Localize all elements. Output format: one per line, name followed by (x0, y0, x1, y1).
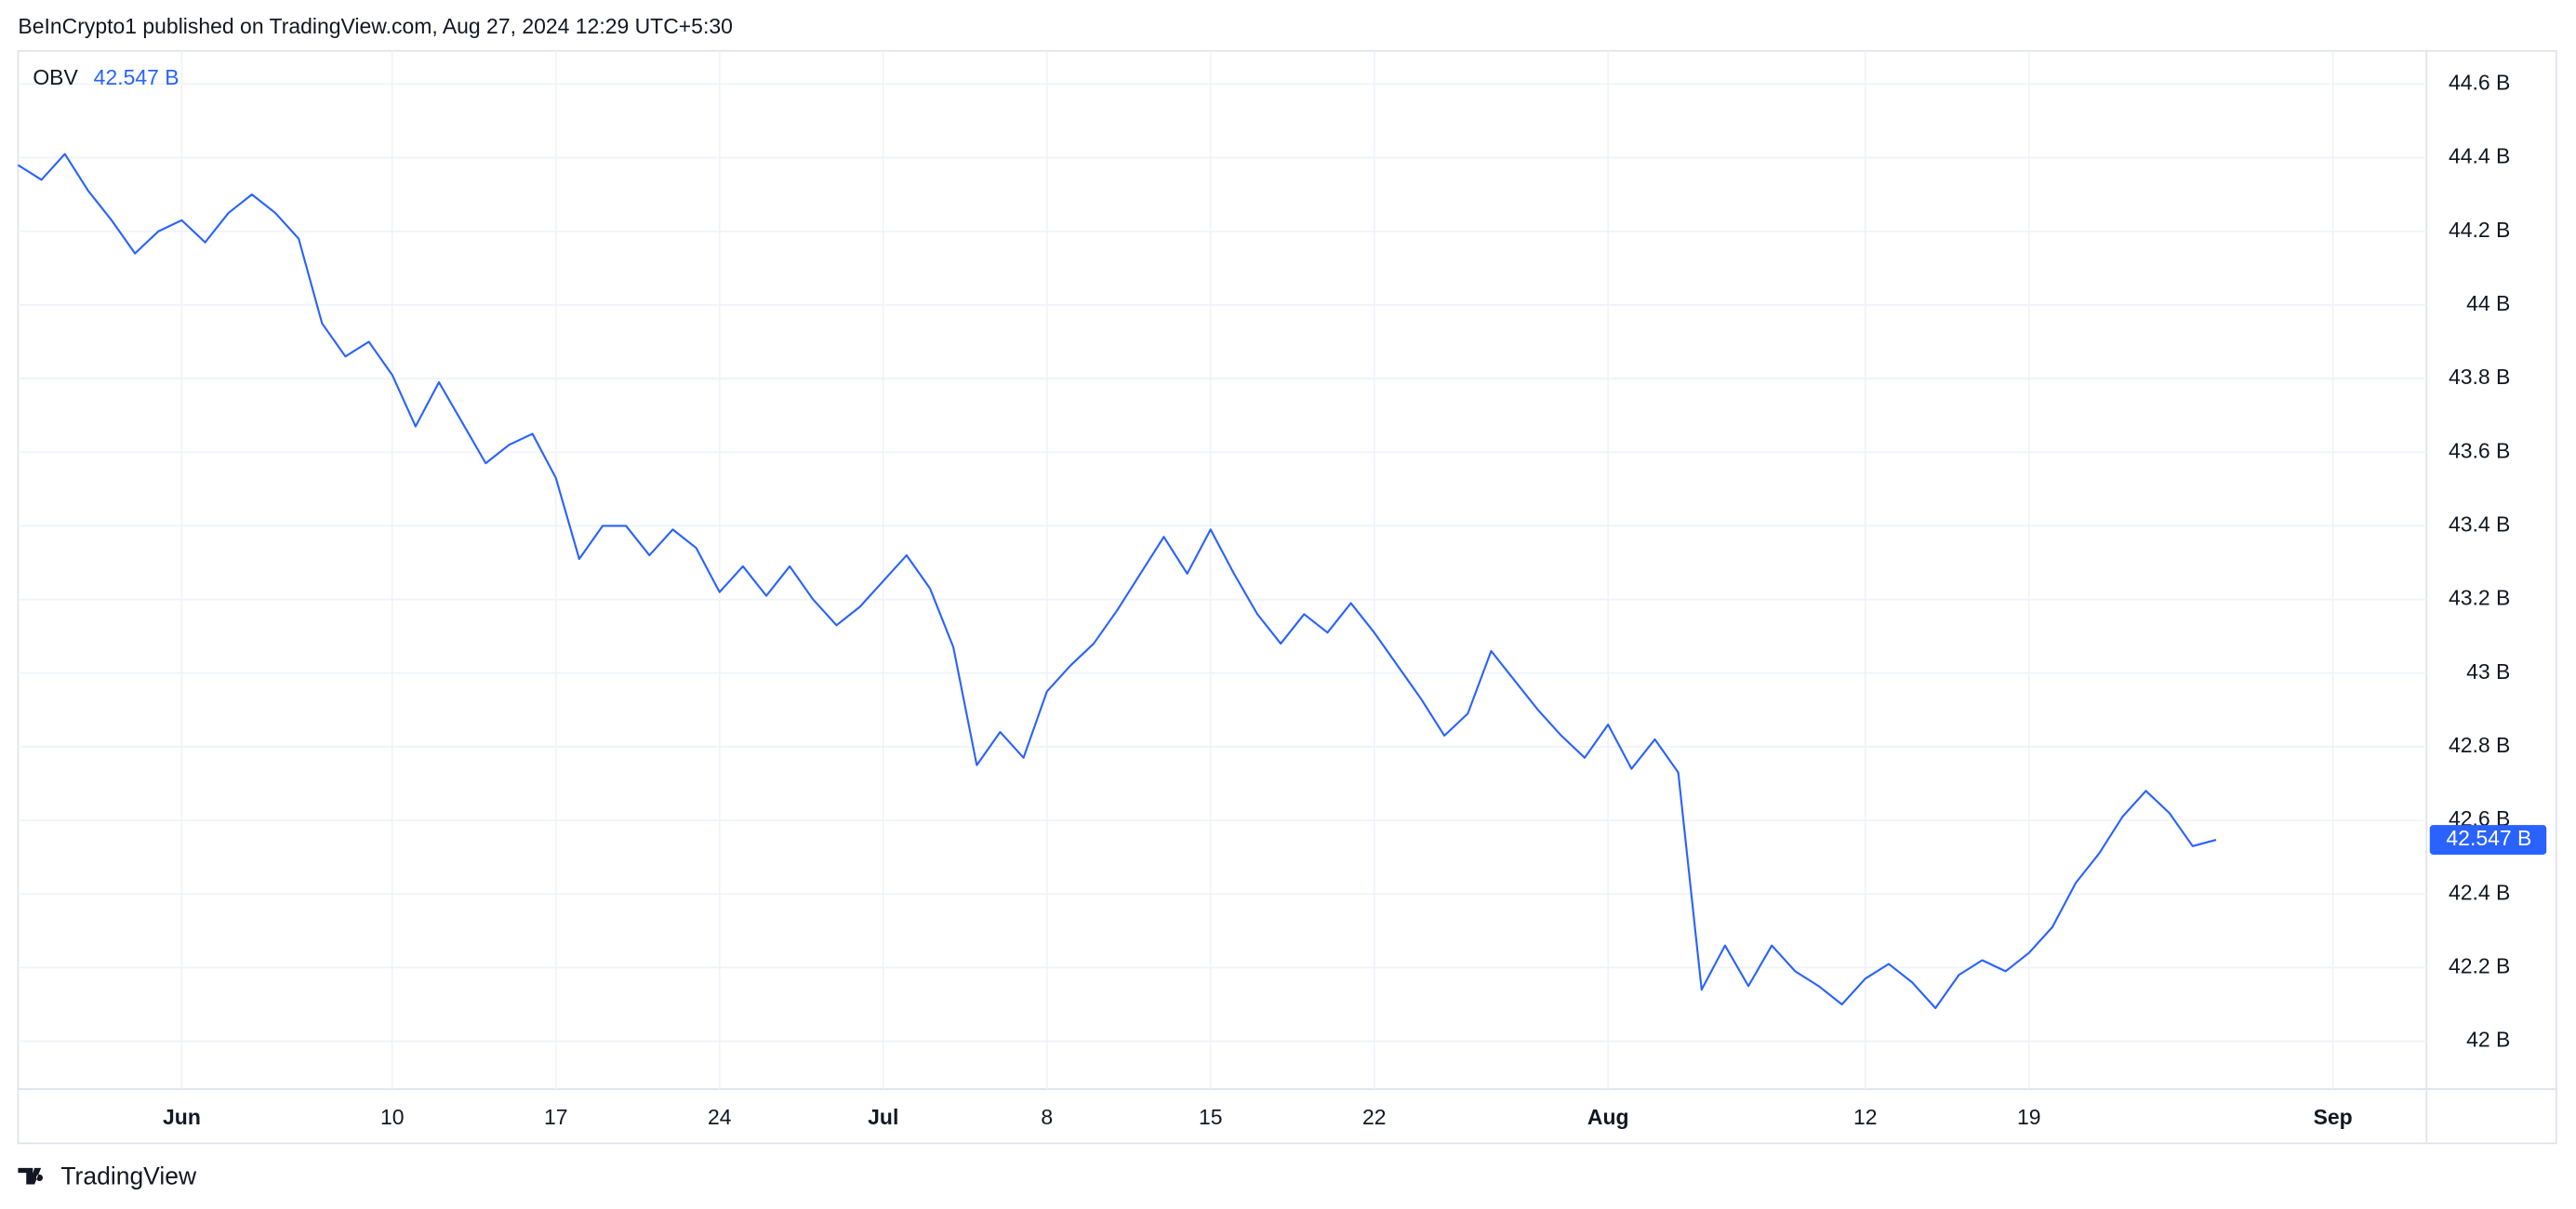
x-tick-label: 24 (708, 1105, 732, 1129)
line-series (17, 153, 2217, 1010)
logo: TradingView (18, 1162, 197, 1189)
x-tick-label: Jul (868, 1105, 898, 1129)
x-tick-label: 15 (1199, 1105, 1223, 1129)
x-tick-label: Aug (1587, 1105, 1629, 1129)
y-tick-label: 44 B (2466, 291, 2510, 315)
logo-icon (18, 1167, 44, 1185)
x-tick-label: 12 (1853, 1105, 1878, 1129)
y-tick-label: 44.2 B (2449, 218, 2510, 242)
y-tick-label: 42.8 B (2449, 733, 2510, 757)
grid (18, 50, 2427, 1090)
x-tick-label: 10 (380, 1105, 405, 1129)
y-tick-label: 42 B (2466, 1028, 2510, 1052)
y-tick-label: 44.6 B (2449, 70, 2510, 94)
legend-value: 42.547 B (94, 65, 179, 89)
y-tick-label: 43 B (2466, 659, 2510, 684)
footer-source: TradingView (60, 1162, 197, 1189)
x-tick-label: Sep (2314, 1105, 2353, 1129)
last-value-label: 42.547 B (2446, 826, 2531, 850)
legend-name: OBV (33, 65, 78, 89)
x-tick-label: 17 (544, 1105, 568, 1129)
y-tick-label: 42.4 B (2449, 880, 2510, 904)
y-tick-label: 43.4 B (2449, 512, 2510, 536)
x-tick-label: 22 (1362, 1105, 1387, 1129)
caption: BeInCrypto1 published on TradingView.com… (18, 14, 732, 38)
x-tick-label: 19 (2017, 1105, 2041, 1129)
chart-frame (17, 49, 2557, 1145)
x-tick-label: Jun (163, 1105, 201, 1129)
x-tick-label: 8 (1041, 1105, 1053, 1129)
y-tick-label: 44.4 B (2449, 144, 2510, 168)
y-tick-label: 42.2 B (2449, 953, 2510, 977)
y-tick-label: 43.8 B (2449, 365, 2510, 389)
y-tick-label: 43.6 B (2449, 438, 2510, 462)
labels: 42 B42.2 B42.4 B42.6 B42.8 B43 B43.2 B43… (33, 65, 2547, 1129)
y-tick-label: 43.2 B (2449, 586, 2510, 610)
plot (17, 153, 2217, 1010)
last-value-badge (2429, 825, 2547, 855)
